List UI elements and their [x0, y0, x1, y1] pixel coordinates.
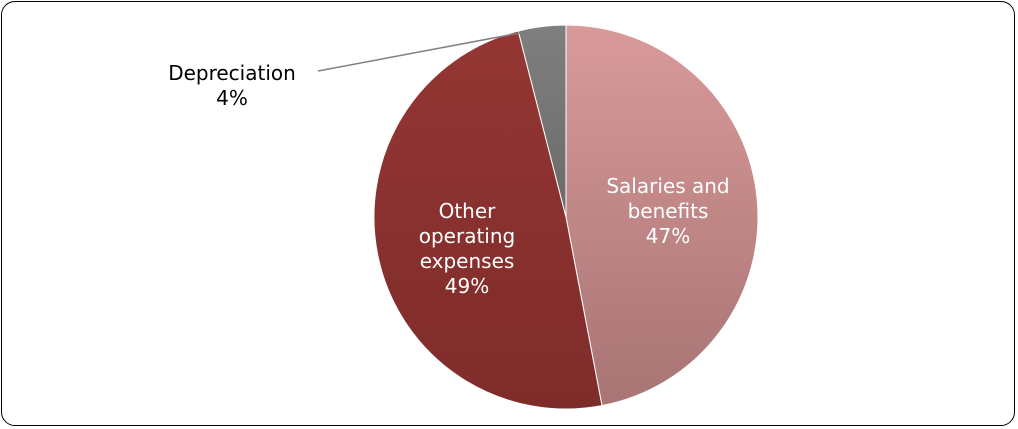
slice-label: Salaries and benefits 47%	[606, 174, 729, 248]
pie-slice	[565, 24, 759, 407]
slice-label: Depreciation 4%	[168, 61, 296, 110]
slice-percent-label: 49%	[445, 274, 489, 298]
slice-percent-label: 4%	[216, 86, 248, 110]
slice-name-label: Salaries and	[606, 174, 729, 198]
slice-name-label: operating	[419, 224, 515, 248]
pie-slice	[373, 30, 603, 410]
slice-name-label: Depreciation	[168, 61, 296, 85]
leader-line	[317, 32, 521, 72]
slice-name-label: expenses	[420, 249, 515, 273]
slice-name-label: Other	[439, 199, 497, 223]
slice-label: Other operating expenses 49%	[419, 199, 515, 298]
slice-percent-label: 47%	[646, 224, 690, 248]
pie-slice	[517, 24, 567, 218]
slice-name-label: benefits	[628, 199, 709, 223]
